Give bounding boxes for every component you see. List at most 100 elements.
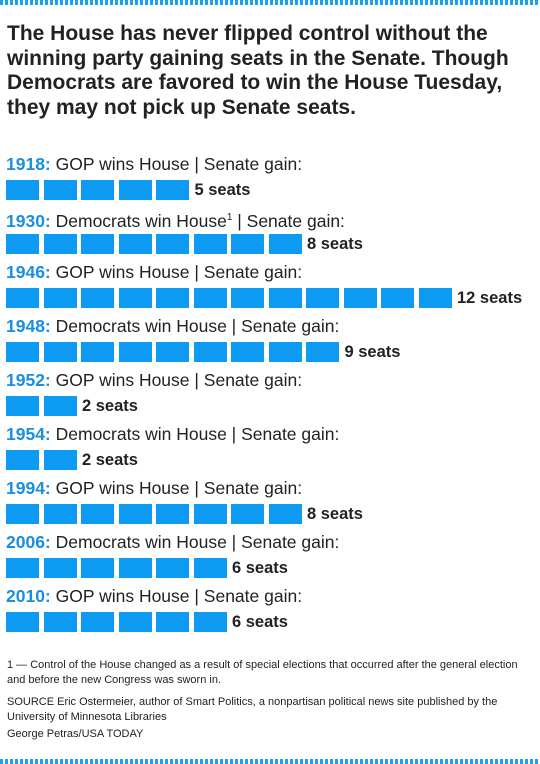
row-label: 1954: Democrats win House | Senate gain: <box>6 423 339 445</box>
seat-block <box>156 288 189 308</box>
headline: The House has never flipped control with… <box>7 22 509 119</box>
seat-block <box>193 234 227 254</box>
seat-block <box>306 288 339 308</box>
row-year: 2006: <box>6 532 51 552</box>
seat-block <box>6 612 39 632</box>
row-text: Democrats win House | Senate gain: <box>50 424 340 444</box>
seat-block <box>193 288 227 308</box>
seat-blocks <box>6 180 194 200</box>
seat-block <box>268 234 302 254</box>
seat-block <box>6 504 39 524</box>
top-stripe <box>0 0 540 5</box>
row-text: GOP wins House | Senate gain: <box>50 262 303 282</box>
bar-value-label: 6 seats <box>232 612 288 631</box>
bar: 12 seats <box>6 288 522 308</box>
source-note: SOURCE Eric Ostermeier, author of Smart … <box>7 696 498 723</box>
seat-block <box>81 180 114 200</box>
row-label: 1952: GOP wins House | Senate gain: <box>6 369 302 391</box>
seat-block <box>156 504 189 524</box>
seat-block <box>231 234 264 254</box>
seat-block <box>81 558 114 578</box>
row-text: GOP wins House | Senate gain: <box>50 154 303 174</box>
seat-block <box>381 288 414 308</box>
chart-row: 2006: Democrats win House | Senate gain:… <box>6 531 536 585</box>
seat-block <box>193 558 227 578</box>
chart-row: 1930: Democrats win House1 | Senate gain… <box>6 207 536 261</box>
row-year: 1946: <box>6 262 51 282</box>
row-text: GOP wins House | Senate gain: <box>50 478 303 498</box>
seat-block <box>6 180 39 200</box>
row-label: 2010: GOP wins House | Senate gain: <box>6 585 302 607</box>
seat-block <box>81 234 114 254</box>
seat-block <box>118 234 152 254</box>
seat-block <box>6 342 39 362</box>
bar-value-label: 8 seats <box>307 504 363 523</box>
seat-blocks <box>6 450 81 470</box>
seat-block <box>418 288 452 308</box>
seat-block <box>193 342 227 362</box>
bar: 2 seats <box>6 450 138 470</box>
chart-row: 1948: Democrats win House | Senate gain:… <box>6 315 536 369</box>
seat-blocks <box>6 288 456 308</box>
seat-block <box>81 342 114 362</box>
row-label: 1946: GOP wins House | Senate gain: <box>6 261 302 283</box>
bar-value-label: 2 seats <box>82 450 138 469</box>
seat-block <box>6 450 39 470</box>
row-label: 1994: GOP wins House | Senate gain: <box>6 477 302 499</box>
bar-value-label: 5 seats <box>194 180 251 199</box>
seat-block <box>118 342 152 362</box>
seat-blocks <box>6 612 231 632</box>
seat-block <box>156 342 189 362</box>
row-year: 1948: <box>6 316 51 336</box>
seat-block <box>81 612 114 632</box>
bar-value-label: 2 seats <box>82 396 138 415</box>
seat-block <box>231 288 264 308</box>
seat-block <box>118 612 152 632</box>
seat-block <box>118 558 152 578</box>
row-year: 2010: <box>6 586 51 606</box>
bar: 2 seats <box>6 396 138 416</box>
row-label: 2006: Democrats win House | Senate gain: <box>6 531 339 553</box>
seat-block <box>156 612 189 632</box>
seat-block <box>43 450 77 470</box>
seat-block <box>6 396 39 416</box>
seat-block <box>43 504 77 524</box>
seat-block <box>6 234 39 254</box>
seat-block <box>268 504 302 524</box>
seat-block <box>306 342 339 362</box>
seat-block <box>118 288 152 308</box>
seat-block <box>193 504 227 524</box>
row-text: GOP wins House | Senate gain: <box>50 370 303 390</box>
seat-block <box>343 288 377 308</box>
seat-blocks <box>6 504 306 524</box>
seat-block <box>268 288 302 308</box>
seat-block <box>43 180 77 200</box>
seat-blocks <box>6 234 306 254</box>
seat-block <box>43 612 77 632</box>
chart-row: 1994: GOP wins House | Senate gain: 8 sea… <box>6 477 536 531</box>
row-text: Democrats win House <box>50 210 227 231</box>
chart-row: 2010: GOP wins House | Senate gain: 6 sea… <box>6 585 536 639</box>
seat-blocks <box>6 342 344 362</box>
seat-block <box>81 288 114 308</box>
bar: 5 seats <box>6 180 250 200</box>
row-year: 1918: <box>6 154 51 174</box>
credit: George Petras/USA TODAY <box>7 728 144 740</box>
bar-value-label: 8 seats <box>307 234 363 253</box>
seat-block <box>118 180 152 200</box>
seat-block <box>43 558 77 578</box>
row-label: 1930: Democrats win House1 | Senate gain… <box>6 207 345 232</box>
seat-block <box>231 504 264 524</box>
chart-row: 1954: Democrats win House | Senate gain:… <box>6 423 536 477</box>
chart-rows: 1918: GOP wins House | Senate gain: 5 sea… <box>6 153 536 639</box>
row-text: Democrats win House | Senate gain: <box>50 316 340 336</box>
row-year: 1952: <box>6 370 51 390</box>
seat-block <box>6 558 39 578</box>
bar: 6 seats <box>6 558 288 578</box>
seat-blocks <box>6 396 81 416</box>
footnote-marker: 1 <box>226 212 233 223</box>
seat-block <box>156 180 189 200</box>
seat-block <box>118 504 152 524</box>
bar-value-label: 12 seats <box>457 288 523 307</box>
seat-block <box>231 342 264 362</box>
